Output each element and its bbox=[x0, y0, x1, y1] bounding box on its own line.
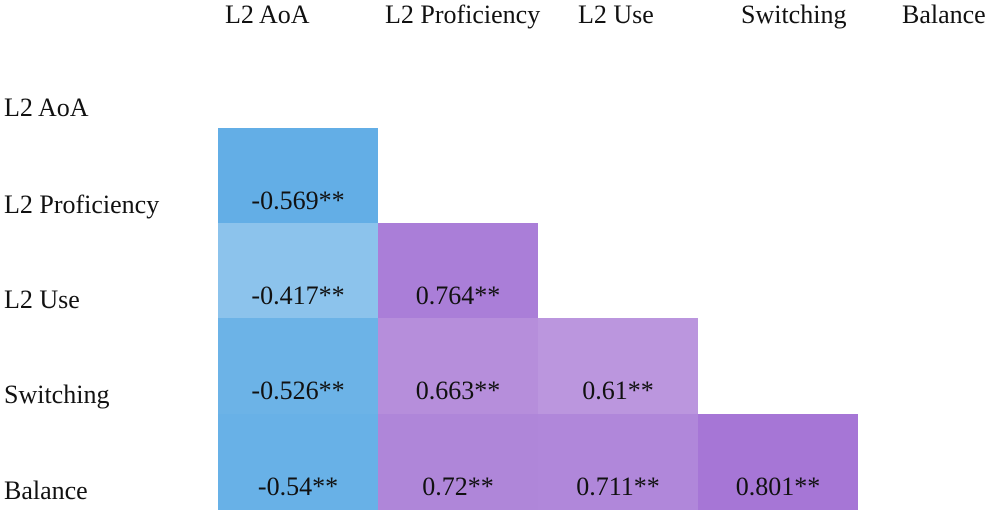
row-label-l2-aoa: L2 AoA bbox=[4, 93, 89, 122]
cell-value-label: 0.801** bbox=[735, 471, 821, 501]
heatmap-cell-switching-l2-use: 0.61** bbox=[538, 318, 698, 415]
column-label-switching: Switching bbox=[741, 0, 847, 29]
cell-value-label: -0.526** bbox=[251, 376, 345, 406]
heatmap-cell-switching-l2-proficiency: 0.663** bbox=[378, 318, 538, 415]
row-label-l2-use: L2 Use bbox=[4, 285, 80, 314]
heatmap-cell-l2-proficiency-l2-aoa: -0.569** bbox=[218, 128, 378, 224]
cell-value-label: -0.569** bbox=[251, 186, 345, 215]
heatmap-cell-l2-use-l2-aoa: -0.417** bbox=[218, 223, 378, 320]
heatmap-cell-l2-use-l2-proficiency: 0.764** bbox=[378, 223, 538, 320]
heatmap-cell-balance-switching: 0.801** bbox=[698, 413, 858, 510]
cell-value-label: -0.54** bbox=[257, 471, 339, 501]
column-label-l2-aoa: L2 AoA bbox=[225, 0, 310, 29]
cell-value-label: 0.61** bbox=[582, 376, 654, 406]
cell-value-label: 0.72** bbox=[422, 471, 494, 501]
heatmap-cell-balance-l2-aoa: -0.54** bbox=[218, 413, 378, 510]
heatmap-cell-switching-l2-aoa: -0.526** bbox=[218, 318, 378, 415]
cell-value-label: 0.711** bbox=[576, 471, 660, 501]
column-label-balance: Balance bbox=[902, 0, 986, 29]
row-label-switching: Switching bbox=[4, 380, 110, 409]
cell-value-label: 0.764** bbox=[415, 281, 501, 311]
cell-value-label: -0.417** bbox=[251, 281, 345, 311]
heatmap-cell-balance-l2-use: 0.711** bbox=[538, 413, 698, 510]
row-label-balance: Balance bbox=[4, 476, 88, 505]
column-label-l2-use: L2 Use bbox=[578, 0, 654, 29]
heatmap-cell-balance-l2-proficiency: 0.72** bbox=[378, 413, 538, 510]
column-label-l2-proficiency: L2 Proficiency bbox=[385, 0, 541, 29]
cell-value-label: 0.663** bbox=[415, 376, 501, 406]
row-label-l2-proficiency: L2 Proficiency bbox=[4, 190, 160, 219]
